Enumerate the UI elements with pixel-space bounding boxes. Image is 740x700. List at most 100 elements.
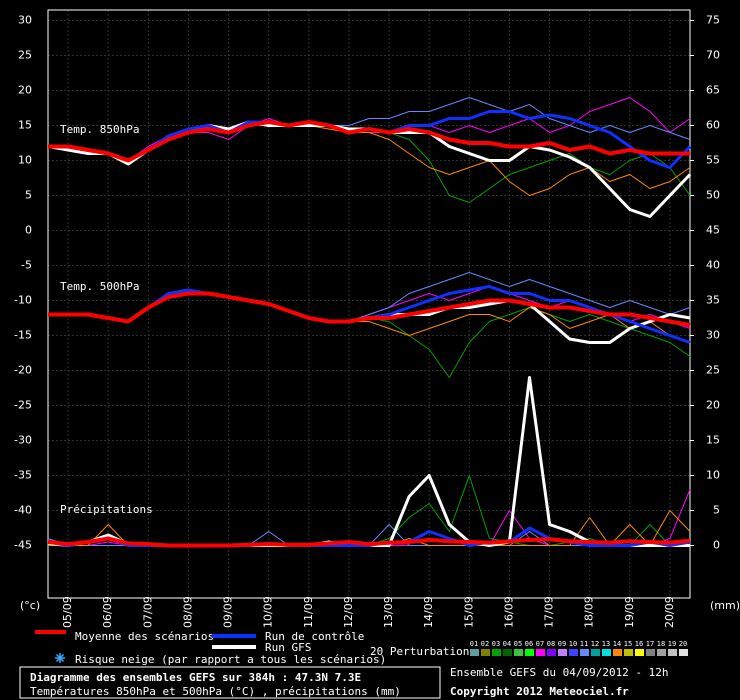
legend-label: Run GFS [265,641,311,654]
y2-tick-label: 75 [706,14,720,27]
perturbation-swatch [481,649,490,656]
perturbation-swatch [624,649,633,656]
series-line [47,536,691,548]
perturbation-label: 07 [536,640,544,648]
y-tick-label: -45 [14,539,32,552]
y2-tick-label: 20 [706,399,720,412]
y2-tick-label: 40 [706,259,720,272]
perturbation-swatch [580,649,589,656]
y-tick-label: 15 [18,119,32,132]
perturbation-label: 09 [558,640,566,648]
x-tick-label: 08/09 [181,596,194,628]
title: Diagramme des ensembles GEFS sur 384h : … [30,671,361,684]
x-tick-label: 05/09 [61,596,74,628]
x-tick-label: 10/09 [262,596,275,628]
y-tick-label: -30 [14,434,32,447]
y-tick-label: 0 [25,224,32,237]
y2-tick-label: 60 [706,119,720,132]
y-axis-label: (°c) [20,599,40,612]
x-tick-label: 20/09 [663,596,676,628]
snow-icon [55,653,65,663]
y2-tick-label: 50 [706,189,720,202]
x-tick-label: 11/09 [302,596,315,628]
perturbation-swatch [547,649,556,656]
perturbation-label: 13 [602,640,610,648]
y2-tick-label: 65 [706,84,720,97]
perturbation-swatch [646,649,655,656]
panel-label: Précipitations [60,503,153,516]
y-tick-label: -35 [14,469,32,482]
perturbation-label: 08 [547,640,555,648]
y2-tick-label: 30 [706,329,720,342]
series-line [48,291,691,327]
perturbation-label: 20 [679,640,687,648]
x-tick-label: 15/09 [462,596,475,628]
perturbation-label: 14 [613,640,621,648]
y2-tick-label: 0 [713,539,720,552]
legend-label: Run de contrôle [265,630,364,643]
legend-label: Moyenne des scénarios [75,630,214,643]
perturbation-label: 12 [591,640,599,648]
y-tick-label: -40 [14,504,32,517]
y-tick-label: -25 [14,399,32,412]
panel-label: Temp. 850hPa [60,123,139,136]
x-tick-label: 07/09 [141,596,154,628]
run-info: Ensemble GEFS du 04/09/2012 - 12h [450,666,669,679]
perturbation-label: 05 [514,640,522,648]
perturbation-swatch [514,649,523,656]
legend-label: 20 Perturbations [370,645,476,658]
y-tick-label: 30 [18,14,32,27]
x-tick-label: 06/09 [101,596,114,628]
perturbation-swatch [602,649,611,656]
perturbation-label: 15 [624,640,632,648]
perturbation-label: 04 [503,640,511,648]
perturbation-swatch [525,649,534,656]
x-tick-label: 17/09 [543,596,556,628]
perturbation-label: 06 [525,640,533,648]
y-tick-label: -15 [14,329,32,342]
y2-tick-label: 70 [706,49,720,62]
y2-tick-label: 5 [713,504,720,517]
x-tick-label: 16/09 [502,596,515,628]
perturbation-label: 01 [470,640,478,648]
perturbation-swatch [679,649,688,656]
perturbation-label: 18 [657,640,665,648]
y2-tick-label: 10 [706,469,720,482]
y-tick-label: -5 [21,259,32,272]
y-tick-label: -20 [14,364,32,377]
y2-tick-label: 45 [706,224,720,237]
y2-axis-label: (mm) [710,599,740,612]
y2-tick-label: 55 [706,154,720,167]
perturbation-swatch [657,649,666,656]
perturbation-swatch [668,649,677,656]
perturbation-swatch [591,649,600,656]
perturbation-swatch [503,649,512,656]
perturbation-swatch [536,649,545,656]
y-tick-label: 5 [25,189,32,202]
perturbation-swatch [470,649,479,656]
x-tick-label: 09/09 [222,596,235,628]
perturbation-label: 17 [646,640,654,648]
y2-tick-label: 15 [706,434,720,447]
y-tick-label: 25 [18,49,32,62]
legend-label: Risque neige (par rapport a tous les scé… [75,653,386,666]
title-box [19,666,441,699]
perturbation-swatch [558,649,567,656]
perturbation-swatch [635,649,644,656]
x-tick-label: 14/09 [422,596,435,628]
perturbation-label: 10 [569,640,577,648]
x-tick-label: 13/09 [382,596,395,628]
perturbation-swatch [569,649,578,656]
plot-frame [47,9,691,599]
x-tick-label: 18/09 [583,596,596,628]
y-tick-label: 20 [18,84,32,97]
y2-tick-label: 35 [706,294,720,307]
perturbation-label: 16 [635,640,643,648]
x-tick-label: 12/09 [342,596,355,628]
x-tick-label: 19/09 [623,596,636,628]
y2-tick-label: 25 [706,364,720,377]
subtitle: Températures 850hPa et 500hPa (°C) , pré… [30,685,401,698]
perturbation-label: 02 [481,640,489,648]
